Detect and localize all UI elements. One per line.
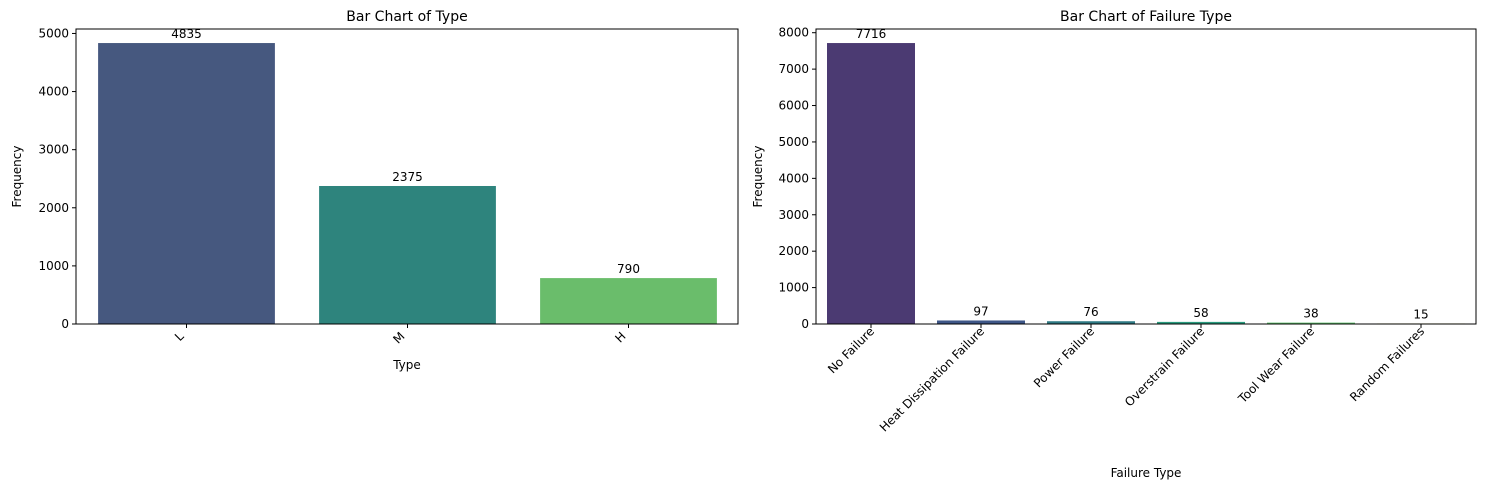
data-label: 38	[1303, 307, 1318, 321]
y-tick-label: 5000	[778, 135, 809, 149]
x-tick-label: Random Failures	[1347, 324, 1427, 404]
chart-panel-1: Bar Chart of Type 4835 2375 790 0 1000 2000 300…	[10, 9, 739, 372]
bar-3	[1047, 321, 1135, 324]
x-axis-label: Failure Type	[1111, 466, 1182, 480]
x-tick-label: H	[612, 329, 628, 345]
bar-1	[827, 43, 915, 325]
y-tick-label: 4000	[778, 171, 809, 185]
y-tick-label: 3000	[38, 143, 69, 157]
x-tick-label: L	[172, 329, 187, 344]
x-tick-label: No Failure	[825, 324, 877, 376]
y-tick-label: 5000	[38, 26, 69, 40]
bar-2	[319, 185, 496, 324]
x-tick-label: Overstrain Failure	[1122, 324, 1207, 409]
y-tick-label: 2000	[778, 244, 809, 258]
data-label: 7716	[856, 27, 887, 41]
y-tick-label: 1000	[38, 259, 69, 273]
chart-title: Bar Chart of Type	[346, 9, 467, 25]
y-tick-label: 4000	[38, 85, 69, 99]
data-label: 790	[617, 262, 640, 276]
y-tick-label: 7000	[778, 62, 809, 76]
bar-2	[937, 320, 1025, 324]
bar-4	[1157, 321, 1245, 324]
y-axis-label: Frequency	[751, 146, 765, 208]
y-axis-label: Frequency	[10, 146, 24, 208]
data-label: 4835	[171, 27, 202, 41]
x-tick-label: Power Failure	[1031, 324, 1097, 390]
bar-3	[540, 278, 717, 324]
data-label: 97	[973, 304, 988, 318]
data-label: 76	[1083, 305, 1098, 319]
y-tick-label: 3000	[778, 208, 809, 222]
data-label: 58	[1193, 306, 1208, 320]
y-tick-label: 6000	[778, 99, 809, 113]
x-tick-label: M	[390, 329, 407, 346]
chart-panel-2: Bar Chart of Failure Type 7716 97 76 58 38 15 0…	[751, 9, 1477, 480]
data-label: 2375	[392, 170, 423, 184]
y-tick-label: 1000	[778, 281, 809, 295]
x-axis-label: Type	[392, 358, 421, 372]
y-tick-label: 0	[61, 317, 69, 331]
chart-title: Bar Chart of Failure Type	[1060, 9, 1232, 25]
y-tick-label: 0	[801, 317, 809, 331]
plot-frame	[815, 28, 1477, 325]
x-tick-label: Heat Dissipation Failure	[877, 324, 987, 434]
bar-5	[1267, 322, 1355, 324]
bar-1	[98, 43, 275, 325]
data-label: 15	[1413, 307, 1428, 321]
x-tick-label: Tool Wear Failure	[1235, 324, 1317, 406]
y-tick-label: 8000	[778, 26, 809, 40]
y-tick-label: 2000	[38, 201, 69, 215]
